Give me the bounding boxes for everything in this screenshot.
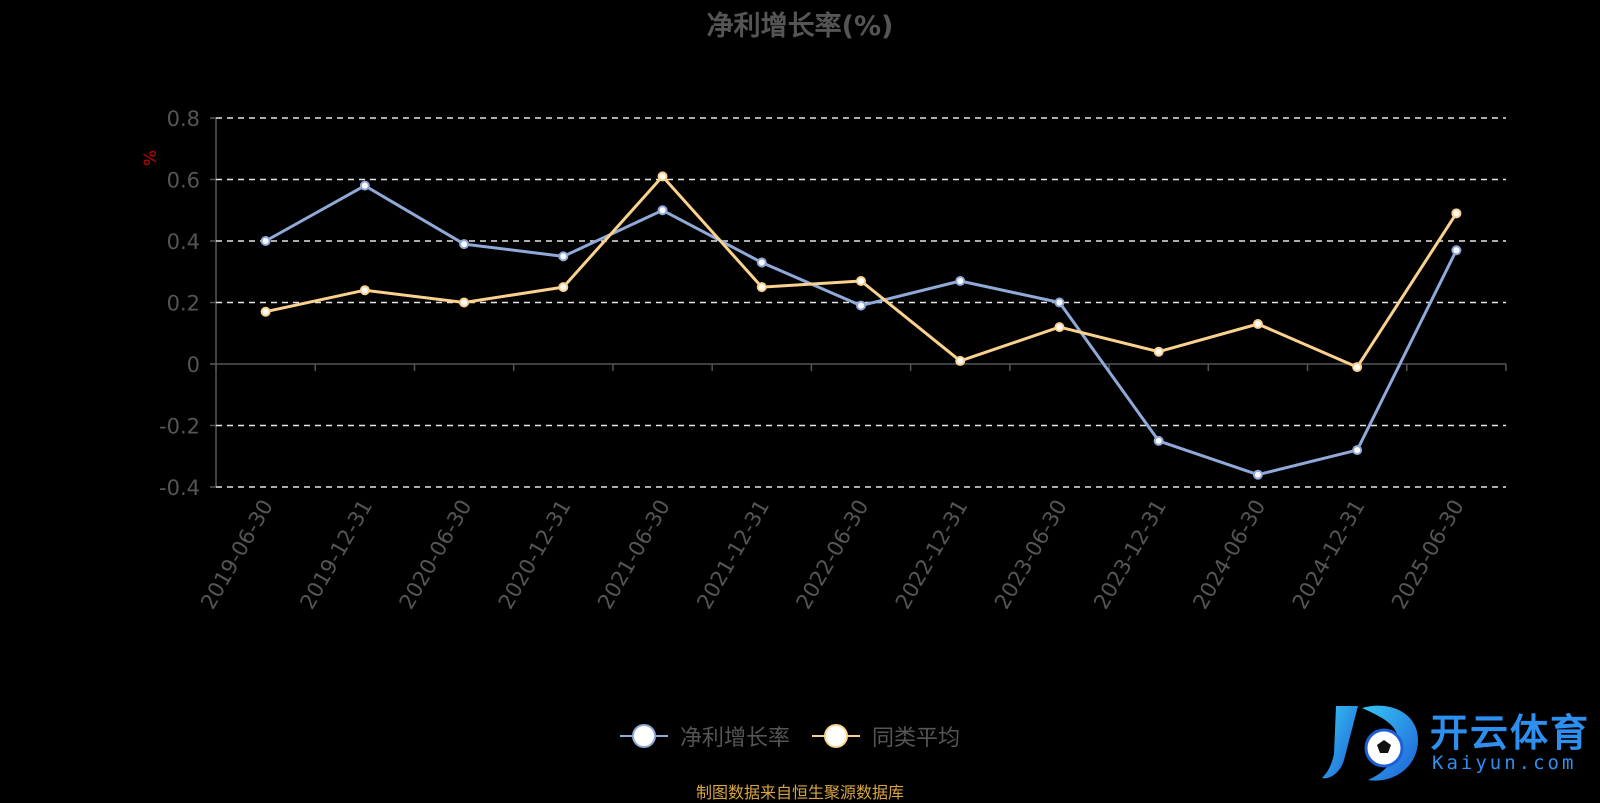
x-tick-label: 2021-12-31 [692, 496, 774, 614]
chart-title: 净利增长率(%) [706, 11, 894, 42]
y-tick-label: 0.8 [167, 107, 200, 131]
legend: 净利增长率 同类平均 [620, 720, 982, 752]
data-point-net-profit-growth [359, 180, 370, 191]
kaiyun-logo-url: Kaiyun.com [1432, 752, 1577, 774]
x-tick-label: 2019-06-30 [196, 496, 278, 614]
legend-label-peer-average: 同类平均 [872, 726, 961, 751]
data-point-net-profit-growth [1352, 445, 1363, 456]
series-line-net-profit-growth [264, 184, 1458, 477]
y-tick-label: -0.4 [159, 476, 200, 500]
data-point-peer-average [1252, 319, 1263, 330]
y-tick-label: 0.2 [167, 292, 200, 316]
legend-swatch-net-profit-growth [620, 724, 668, 748]
series-line-peer-average [265, 174, 1458, 369]
kaiyun-logo-name: 开云体育 [1430, 711, 1591, 755]
data-point-net-profit-growth [657, 205, 668, 216]
data-point-peer-average [1451, 208, 1462, 219]
data-point-peer-average [459, 297, 470, 308]
data-point-net-profit-growth [955, 275, 966, 286]
legend-swatch-peer-average [812, 724, 861, 748]
y-tick-label: 0 [187, 353, 200, 377]
data-point-net-profit-growth [1153, 435, 1164, 446]
data-point-net-profit-growth [1054, 297, 1065, 308]
kaiyun-logo-mark-icon [1322, 705, 1418, 781]
legend-item-peer-average[interactable]: 同类平均 [812, 720, 960, 752]
data-point-peer-average [1054, 322, 1065, 333]
x-tick-label: 2024-06-30 [1188, 496, 1270, 614]
x-tick-label: 2025-06-30 [1387, 496, 1469, 614]
data-point-net-profit-growth [1252, 469, 1263, 480]
x-tick-label: 2023-12-31 [1089, 496, 1171, 614]
x-tick-label: 2024-12-31 [1288, 496, 1370, 614]
data-point-net-profit-growth [459, 239, 470, 250]
data-point-peer-average [657, 171, 668, 182]
data-point-peer-average [1153, 346, 1164, 357]
data-source-note: 制图数据来自恒生聚源数据库 [695, 783, 904, 802]
y-tick-label: -0.2 [159, 415, 200, 439]
x-tick-label: 2020-12-31 [494, 496, 576, 614]
data-point-peer-average [1352, 362, 1363, 373]
data-point-net-profit-growth [558, 251, 569, 262]
legend-item-net-profit-growth[interactable]: 净利增长率 [620, 720, 790, 752]
data-point-peer-average [558, 282, 569, 293]
legend-label-net-profit-growth: 净利增长率 [680, 726, 791, 751]
data-point-peer-average [359, 285, 370, 296]
x-tick-label: 2021-06-30 [593, 496, 675, 614]
x-tick-label: 2020-06-30 [395, 495, 477, 613]
x-tick-label: 2022-06-30 [792, 496, 874, 614]
y-axis-label: % [141, 150, 161, 166]
data-point-peer-average [260, 306, 271, 317]
kaiyun-logo: 开云体育 Kaiyun.com [1318, 700, 1598, 790]
y-tick-label: 0.6 [167, 169, 200, 193]
x-tick-label: 2019-12-31 [295, 496, 377, 614]
data-point-peer-average [756, 282, 767, 293]
data-point-peer-average [955, 355, 966, 366]
x-tick-label: 2023-06-30 [990, 496, 1072, 614]
y-tick-label: 0.4 [167, 230, 200, 254]
data-point-net-profit-growth [856, 300, 866, 311]
data-point-peer-average [856, 275, 866, 286]
x-tick-label: 2022-12-31 [891, 495, 973, 613]
data-point-net-profit-growth [756, 257, 767, 268]
data-point-net-profit-growth [260, 236, 271, 246]
data-point-net-profit-growth [1451, 245, 1462, 256]
